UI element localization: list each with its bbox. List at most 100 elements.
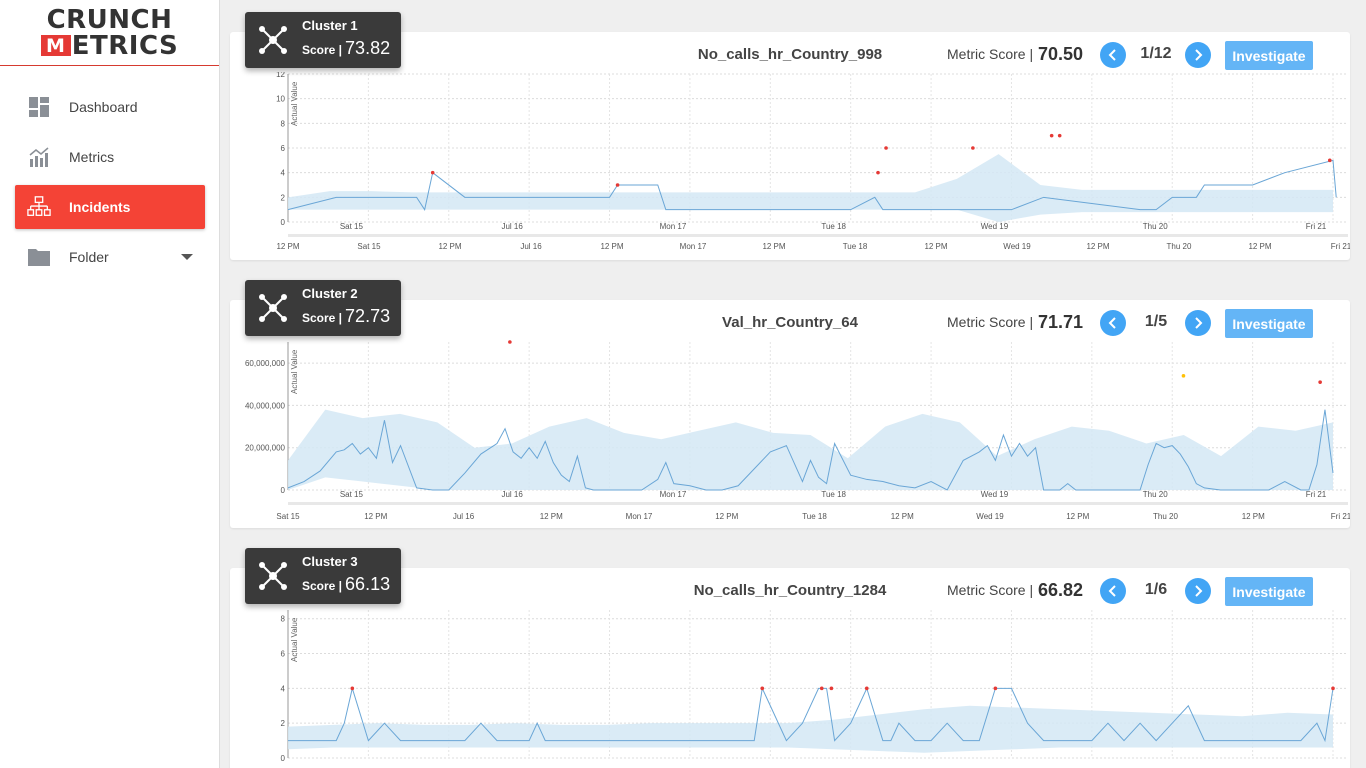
x-day-label: Fri 21 <box>1306 490 1327 499</box>
investigate-button[interactable]: Investigate <box>1225 577 1313 606</box>
y-tick-label: 6 <box>281 650 286 659</box>
confidence-band <box>288 409 1333 490</box>
y-tick-label: 0 <box>281 486 286 495</box>
anomaly-point <box>864 686 869 691</box>
x-axis-label: Jul 16 <box>520 242 542 251</box>
y-axis-label: Actual Value <box>290 617 299 662</box>
y-tick-label: 60,000,000 <box>245 359 286 368</box>
confidence-band <box>288 705 1333 753</box>
y-axis-label: Actual Value <box>290 81 299 126</box>
x-day-label: Jul 16 <box>501 490 523 499</box>
anomaly-point <box>760 686 765 691</box>
cluster-badge[interactable]: Cluster 2 Score | 72.73 <box>245 280 401 336</box>
cluster-score: Score | 72.73 <box>302 306 391 326</box>
metric-name[interactable]: No_calls_hr_Country_998 <box>697 46 883 63</box>
anomaly-point <box>1327 158 1332 163</box>
range-navigator <box>288 502 1348 505</box>
x-axis-label: Thu 20 <box>1153 512 1178 521</box>
pager: 1/12 <box>1140 45 1172 62</box>
y-tick-label: 12 <box>276 72 285 79</box>
cluster-badge[interactable]: Cluster 3 Score | 66.13 <box>245 548 401 604</box>
x-day-label: Sat 15 <box>340 222 364 231</box>
anomaly-point <box>884 146 888 150</box>
chevron-down-icon[interactable] <box>181 254 193 260</box>
x-axis-label: 12 PM <box>1066 512 1089 521</box>
cluster-score: Score | 66.13 <box>302 574 391 594</box>
x-day-label: Jul 16 <box>501 222 523 231</box>
sidebar-item-folder[interactable]: Folder <box>15 235 205 279</box>
logo-m-mark: M <box>40 35 71 57</box>
x-axis-label: Mon 17 <box>626 512 653 521</box>
range-navigator <box>288 234 1348 237</box>
metric-chart[interactable]: 0 2 4 6 8 10 12 Actual Value Sat 15 Jul 16 Mon 17 T… <box>230 72 1350 260</box>
y-tick-label: 2 <box>281 193 286 202</box>
x-axis-label: 12 PM <box>540 512 563 521</box>
metric-chart[interactable]: 0 2 4 6 8 Actual Value <box>230 608 1350 768</box>
y-tick-label: 40,000,000 <box>245 401 286 410</box>
x-axis-label: 12 PM <box>276 242 299 251</box>
prev-button[interactable] <box>1100 42 1126 68</box>
x-axis-label: Wed 19 <box>1003 242 1031 251</box>
cluster-badge[interactable]: Cluster 1 Score | 73.82 <box>245 12 401 68</box>
x-day-label: Mon 17 <box>660 490 687 499</box>
x-axis-label: Tue 18 <box>802 512 827 521</box>
prev-button[interactable] <box>1100 310 1126 336</box>
sidebar-item-dashboard[interactable]: Dashboard <box>15 85 205 129</box>
anomaly-point <box>876 170 880 175</box>
sidebar-item-incidents[interactable]: Incidents <box>15 185 205 229</box>
chevron-right-icon <box>1195 585 1203 597</box>
x-axis-label: 12 PM <box>891 512 914 521</box>
prev-button[interactable] <box>1100 578 1126 604</box>
metrics-icon <box>27 145 51 169</box>
x-axis-label: 12 PM <box>364 512 387 521</box>
anomaly-point <box>350 686 355 691</box>
logo-line1: CRUNCH <box>46 4 173 35</box>
y-tick-label: 0 <box>281 218 286 227</box>
cluster-score-value: 72.73 <box>345 306 391 326</box>
x-axis-label: Fri 21 <box>1331 242 1350 251</box>
anomaly-point <box>1049 133 1054 138</box>
x-day-label: Thu 20 <box>1143 222 1168 231</box>
y-tick-label: 20,000,000 <box>245 444 286 453</box>
x-day-label: Tue 18 <box>821 222 846 231</box>
sidebar: CRUNCH M ETRICS Dashboard Metrics Incide… <box>0 0 220 768</box>
y-tick-label: 10 <box>276 95 285 104</box>
y-tick-label: 4 <box>281 684 286 693</box>
x-day-label: Wed 19 <box>981 222 1009 231</box>
cluster-score-value: 66.13 <box>345 574 391 594</box>
chevron-left-icon <box>1108 49 1116 61</box>
y-tick-label: 4 <box>281 169 286 178</box>
crunchmetrics-logo[interactable]: CRUNCH M ETRICS <box>0 0 219 66</box>
x-axis-label: 12 PM <box>600 242 623 251</box>
x-day-label: Sat 15 <box>340 490 364 499</box>
incident-card: No_calls_hr_Country_998 Metric Score | 7… <box>230 32 1350 260</box>
anomaly-point <box>1057 133 1062 138</box>
cluster-score-value: 73.82 <box>345 38 391 58</box>
metric-name[interactable]: No_calls_hr_Country_1284 <box>693 582 887 599</box>
cluster-network-icon <box>259 562 287 590</box>
metric-chart[interactable]: 0 20,000,000 40,000,000 60,000,000 Actual Va… <box>230 340 1350 528</box>
next-button[interactable] <box>1185 310 1211 336</box>
x-day-label: Tue 18 <box>821 490 846 499</box>
confidence-band <box>288 154 1333 222</box>
next-button[interactable] <box>1185 42 1211 68</box>
x-axis-label: Jul 16 <box>453 512 475 521</box>
anomaly-point <box>1331 686 1335 691</box>
metric-score-value: 66.82 <box>1038 580 1084 600</box>
sidebar-item-metrics[interactable]: Metrics <box>15 135 205 179</box>
y-tick-label: 0 <box>281 754 286 763</box>
investigate-button[interactable]: Investigate <box>1225 309 1313 338</box>
anomaly-point <box>1318 380 1322 384</box>
metric-name[interactable]: Val_hr_Country_64 <box>722 314 858 331</box>
investigate-button[interactable]: Investigate <box>1225 41 1313 70</box>
cluster-name: Cluster 2 <box>302 286 358 301</box>
anomaly-point <box>819 686 824 691</box>
anomaly-point <box>430 170 435 175</box>
x-axis-label: Mon 17 <box>680 242 707 251</box>
anomaly-point <box>615 183 620 187</box>
series-line <box>287 159 1337 211</box>
x-axis-label: 12 PM <box>715 512 738 521</box>
series-line <box>287 409 1334 491</box>
incident-card: Val_hr_Country_64 Metric Score | 71.71 1… <box>230 300 1350 528</box>
next-button[interactable] <box>1185 578 1211 604</box>
